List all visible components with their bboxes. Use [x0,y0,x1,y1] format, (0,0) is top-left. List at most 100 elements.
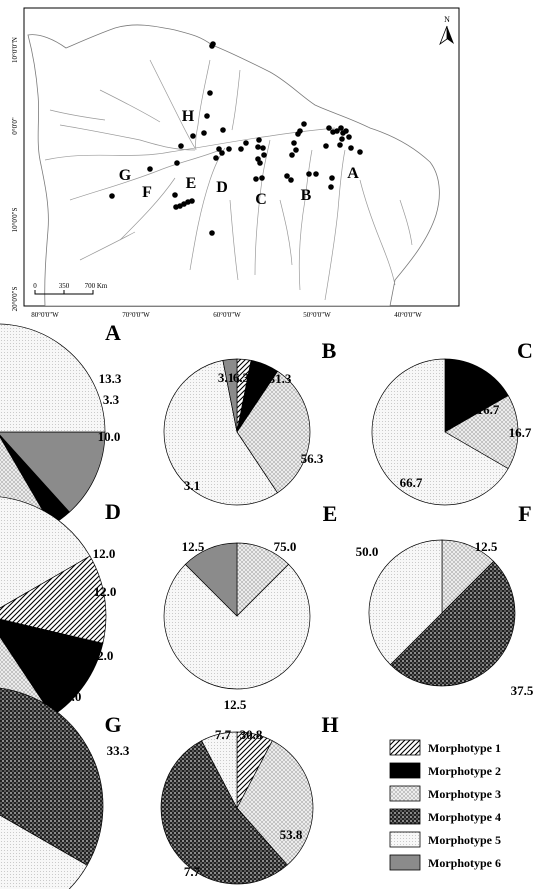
sample-point [291,140,297,146]
pie-chart-g: G 33.3 [0,687,130,889]
sample-point [174,160,180,166]
data-label: 12.0 [91,648,114,663]
data-label: 66.7 [400,475,423,490]
pie-slice [0,496,91,609]
sample-point [261,152,267,158]
legend-label: Morphotype 4 [428,810,501,824]
data-label: 75.0 [274,539,297,554]
data-label: 16.7 [509,425,532,440]
scale-label: 700 Km [85,282,108,290]
pie-slice [444,358,509,433]
sample-point [343,128,349,134]
pie-slice [0,814,88,889]
legend: Morphotype 1 Morphotype 2 Morphotype 3 Morp… [389,739,501,871]
legend-swatch [389,762,421,779]
pie-slice [160,740,288,885]
sample-point [289,152,295,158]
data-label: 50.0 [356,544,379,559]
region-label-g: G [119,167,132,184]
sample-point [189,198,195,204]
legend-label: Morphotype 2 [428,764,501,778]
sample-point [220,127,226,133]
pie-slice [441,539,495,614]
lon-label: 70°0'0"W [122,311,150,319]
sample-point [284,173,290,179]
sample-point [253,176,259,182]
legend-label: Morphotype 3 [428,787,501,801]
sample-point [326,125,332,131]
region-label-c: C [255,191,267,208]
region-label-e: E [186,175,197,192]
pie-slice [368,539,443,666]
sample-point [178,143,184,149]
pie-chart-f: F 12.5 50.0 37.5 [356,501,534,698]
pie-slice [0,431,106,513]
legend-swatch [389,854,421,871]
pie-slice [444,395,519,470]
data-label: 6.3 [233,370,250,385]
pie-charts: A13.33.310.0B3.16.3 31.356.33.1C16.716.76… [0,320,534,889]
sample-point [313,171,319,177]
sample-point [207,90,213,96]
data-label: 56.3 [301,451,324,466]
pie-slice [184,542,238,617]
sample-point [339,136,345,142]
pie-title: B [322,338,337,363]
pie-slice [0,555,107,644]
legend-swatch [389,808,421,825]
rivers [44,59,413,301]
scale-bar: 0 350 700 Km [33,282,108,295]
sample-point [259,175,265,181]
region-label-h: H [182,108,195,125]
sample-point [238,146,244,152]
lat-label: 10°0'0"N [11,37,19,63]
sample-point [260,145,266,151]
sample-point [329,175,335,181]
data-label: 12.0 [93,546,116,561]
sample-point [219,150,225,156]
sample-point [209,230,215,236]
sample-point [255,144,261,150]
region-label-b: B [301,187,312,204]
pie-chart-a: A 13.3 3.3 10.0 [0,320,122,541]
sample-points [109,41,363,236]
legend-label: Morphotype 6 [428,856,501,870]
pie-slice [236,370,311,494]
data-label: 13.3 [99,371,122,386]
sample-point [301,121,307,127]
sample-point [213,155,219,161]
lon-label: 80°0'0"W [31,311,59,319]
sample-point [190,133,196,139]
sample-point [334,128,340,134]
sample-point [306,171,312,177]
pie-chart-c: C 16.7 16.7 66.7 [371,338,533,506]
pie-slice [163,563,311,690]
scale-label: 350 [59,282,70,290]
data-label: 37.5 [511,683,534,698]
sample-point [172,192,178,198]
data-label: 10.0 [98,429,121,444]
sample-point [147,166,153,172]
sample-point [288,177,294,183]
legend-swatch [389,831,421,848]
pie-chart-b: B3.16.3 31.356.33.1 [163,338,337,506]
pie-title: H [321,712,338,737]
region-label-a: A [347,165,359,182]
pie-title: F [518,501,531,526]
pie-slice [201,731,238,809]
data-label: 3.1 [218,370,234,385]
data-label: 20.0 [59,689,82,704]
south-america-coastline [27,24,440,306]
pie-slice [236,542,290,617]
data-label: 12.0 [94,584,117,599]
map-panel: 0 350 700 Km N A B C D E F G H 10°0' [11,7,460,319]
pie-slice [0,323,106,433]
sample-point [209,43,215,49]
sample-point [293,147,299,153]
sample-point [328,184,334,190]
sample-point [226,146,232,152]
data-label: 33.3 [107,743,130,758]
sample-point [204,113,210,119]
north-arrow-icon: N [439,15,454,46]
